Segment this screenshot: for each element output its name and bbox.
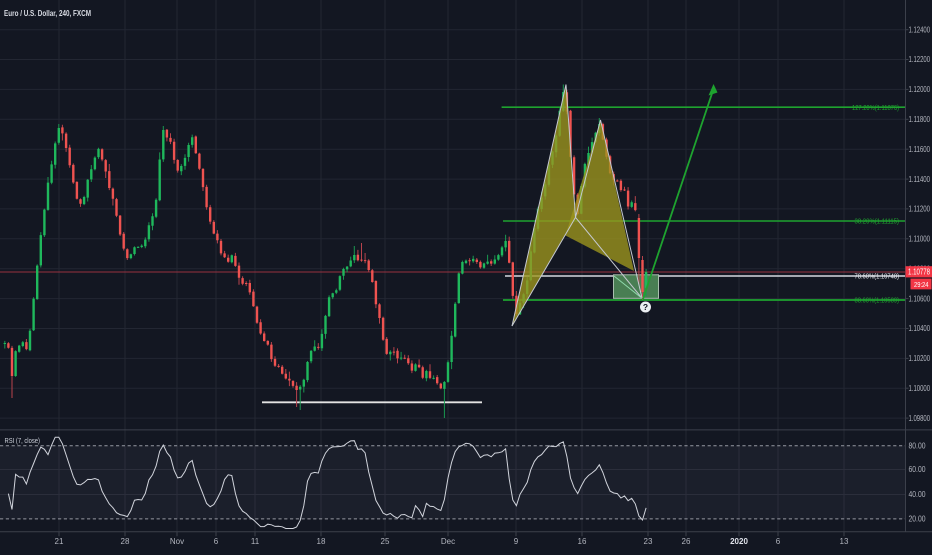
svg-text:1.11400: 1.11400 (909, 175, 931, 184)
svg-text:Dec: Dec (441, 537, 455, 546)
svg-text:13: 13 (840, 537, 849, 546)
svg-text:26: 26 (682, 537, 691, 546)
svg-text:1.11800: 1.11800 (909, 115, 931, 124)
svg-text:1.09800: 1.09800 (909, 414, 931, 423)
svg-text:1.12200: 1.12200 (909, 55, 931, 64)
svg-text:28: 28 (121, 537, 130, 546)
svg-text:38.20%(1.11115): 38.20%(1.11115) (855, 217, 900, 226)
svg-text:Euro / U.S. Dollar, 240, FXCM: Euro / U.S. Dollar, 240, FXCM (4, 9, 91, 18)
svg-text:Nov: Nov (170, 537, 184, 546)
svg-text:25: 25 (381, 537, 390, 546)
svg-text:1.10778: 1.10778 (908, 268, 930, 277)
svg-text:6: 6 (214, 537, 219, 546)
svg-text:RSI (7, close): RSI (7, close) (5, 438, 41, 445)
svg-text:1.11600: 1.11600 (909, 145, 931, 154)
svg-text:18: 18 (317, 537, 326, 546)
svg-text:11: 11 (251, 537, 260, 546)
svg-text:?: ? (643, 302, 648, 312)
svg-text:2020: 2020 (730, 537, 748, 546)
svg-text:60.00: 60.00 (909, 465, 926, 474)
svg-text:40.00: 40.00 (909, 490, 926, 499)
svg-text:1.11000: 1.11000 (909, 235, 931, 244)
svg-text:16: 16 (578, 537, 587, 546)
svg-text:21: 21 (55, 537, 64, 546)
svg-text:29:24: 29:24 (914, 280, 929, 289)
svg-text:23: 23 (644, 537, 653, 546)
svg-text:1.12000: 1.12000 (909, 85, 931, 94)
svg-text:20.00: 20.00 (909, 515, 926, 524)
svg-text:88.60%(1.10589): 88.60%(1.10589) (855, 296, 900, 305)
svg-text:80.00: 80.00 (909, 442, 926, 451)
svg-text:78.60%(1.10748): 78.60%(1.10748) (855, 272, 900, 281)
svg-text:1.10200: 1.10200 (909, 354, 931, 363)
svg-text:9: 9 (514, 537, 519, 546)
svg-text:1.11200: 1.11200 (909, 205, 931, 214)
svg-text:1.12400: 1.12400 (909, 25, 931, 34)
svg-text:1.10000: 1.10000 (909, 384, 931, 393)
svg-text:1.10400: 1.10400 (909, 324, 931, 333)
svg-text:6: 6 (776, 537, 781, 546)
svg-text:1.10600: 1.10600 (909, 294, 931, 303)
svg-text:127.20%(1.11876): 127.20%(1.11876) (852, 103, 899, 112)
